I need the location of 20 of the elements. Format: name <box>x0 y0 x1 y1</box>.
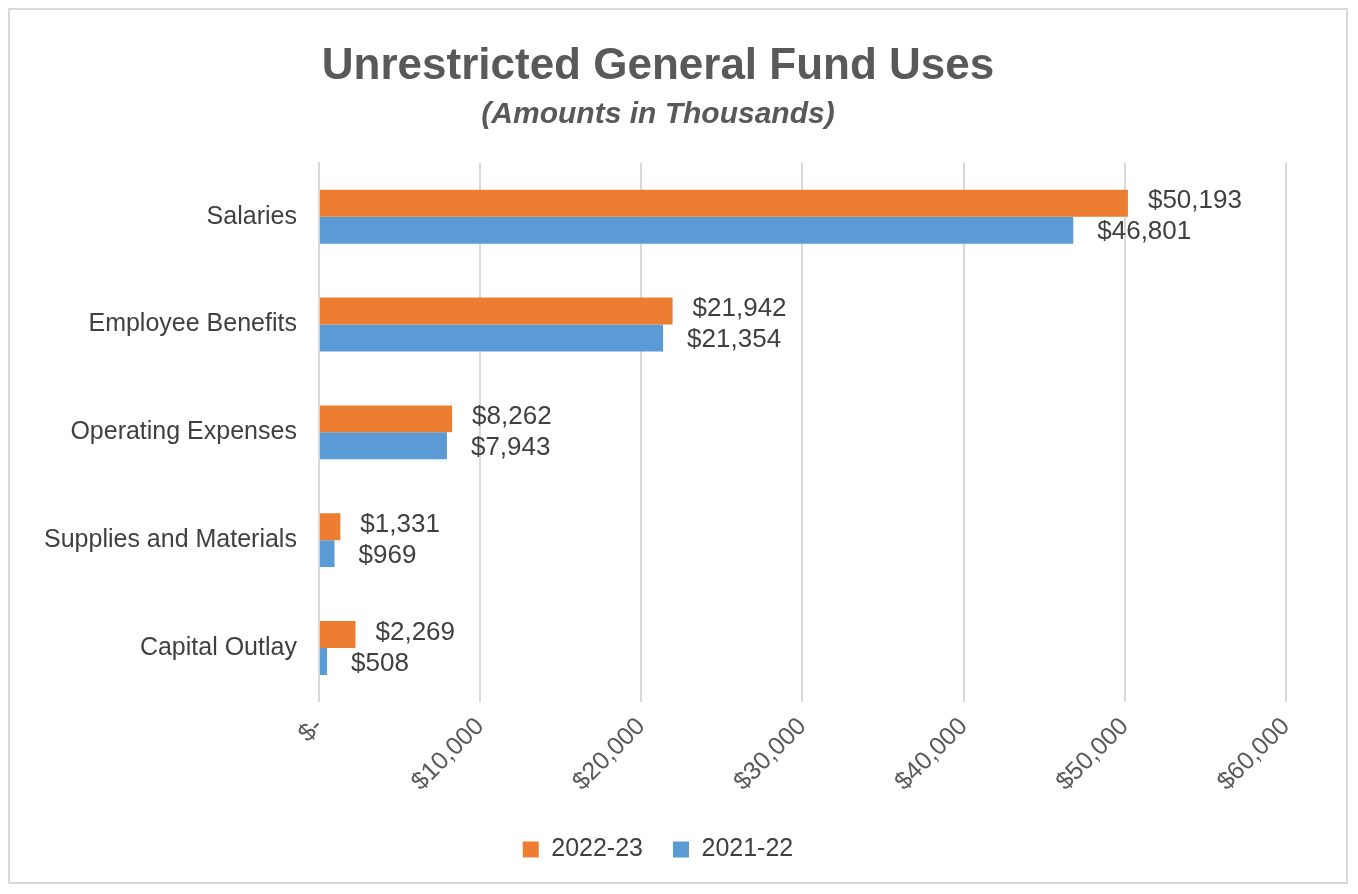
y-tick-label: Employee Benefits <box>88 308 297 337</box>
y-tick-label: Capital Outlay <box>139 631 298 660</box>
legend-label: 2022-23 <box>551 833 643 862</box>
legend-label: 2021-22 <box>701 833 794 862</box>
chart-title: Unrestricted General Fund Uses <box>321 38 995 88</box>
chart-subtitle: (Amounts in Thousands) <box>481 96 835 130</box>
data-label: $1,331 <box>360 507 440 538</box>
data-label: $50,193 <box>1147 184 1242 215</box>
y-tick-label: Salaries <box>206 200 297 229</box>
data-label: $46,801 <box>1097 215 1192 246</box>
data-label: $2,269 <box>375 615 456 646</box>
data-label: $8,262 <box>472 400 552 431</box>
data-label: $969 <box>358 538 417 569</box>
y-tick-label: Supplies and Materials <box>44 524 297 553</box>
data-label: $21,942 <box>692 292 787 323</box>
data-label: $508 <box>351 646 409 677</box>
y-tick-label: Operating Expenses <box>70 416 297 445</box>
data-label: $21,354 <box>687 323 782 354</box>
x-tick-label: $- <box>291 711 328 747</box>
data-label: $7,943 <box>470 430 551 461</box>
